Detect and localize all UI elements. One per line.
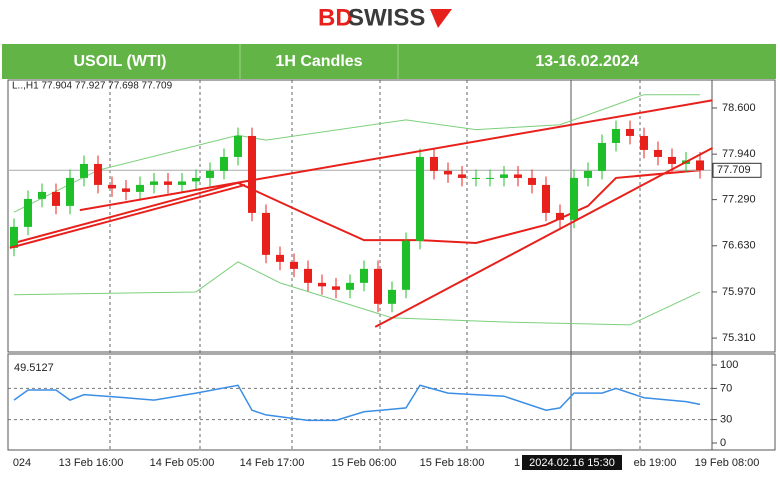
logo-swiss: SWISS <box>348 4 425 31</box>
trendline <box>79 99 713 212</box>
crosshair-label: 2024.02.16 15:30 <box>529 457 615 469</box>
candle-body <box>430 156 438 171</box>
timeframe: 1H Candles <box>275 53 362 70</box>
candle-body <box>234 135 242 157</box>
symbol: USOIL (WTI) <box>73 53 166 70</box>
candle-body <box>486 177 494 179</box>
x-tick-label: eb 19:00 <box>634 457 677 469</box>
logo-mark <box>430 9 452 28</box>
y-tick-label: 30 <box>720 414 732 426</box>
candle-body <box>290 261 298 269</box>
candle-body <box>528 177 536 185</box>
x-tick-label: 024 <box>13 457 31 469</box>
y-tick-label: 100 <box>720 359 738 371</box>
candle-body <box>136 184 144 192</box>
candle-body <box>10 226 18 248</box>
rsi-label: 49.5127 <box>14 362 54 374</box>
candle-body <box>374 268 382 304</box>
crosshair-label-box <box>522 455 622 470</box>
y-tick-label: 0 <box>720 437 726 449</box>
candle-body <box>514 174 522 178</box>
candle-body <box>444 170 452 175</box>
candle-body <box>570 177 578 220</box>
candle-body <box>696 160 704 171</box>
candle-body <box>276 254 284 262</box>
candle-body <box>556 212 564 220</box>
candle-body <box>416 156 424 241</box>
y-tick-label: 77.940 <box>722 148 756 160</box>
candle-body <box>542 184 550 213</box>
candle-body <box>108 184 116 189</box>
rsi-line <box>13 384 701 422</box>
candle-body <box>668 156 676 164</box>
y-tick-label: 76.630 <box>722 240 756 252</box>
candle-body <box>262 212 270 255</box>
price-label: 77.709 <box>717 164 751 176</box>
candle-body <box>402 240 410 290</box>
candle-body <box>640 135 648 150</box>
candle-body <box>500 174 508 178</box>
candle-body <box>612 128 620 143</box>
header-bar <box>2 44 776 79</box>
candle-body <box>346 282 354 290</box>
price-frame <box>7 79 776 353</box>
candle-body <box>80 163 88 178</box>
candle-body <box>304 268 312 283</box>
candle-body <box>52 191 60 206</box>
info-line: L..,H1 77.904 77.927 77.698 77.709 <box>12 81 173 92</box>
x-tick-label: 19 Feb 08:00 <box>695 457 760 469</box>
y-tick-label: 78.600 <box>722 102 756 114</box>
indicator-line <box>13 261 701 326</box>
candle-body <box>598 142 606 171</box>
x-tick-label: 13 Feb 16:00 <box>59 457 124 469</box>
candle-body <box>220 156 228 171</box>
candle-body <box>24 198 32 227</box>
candle-body <box>388 289 396 304</box>
price-label-box <box>712 162 762 178</box>
candle-body <box>192 177 200 182</box>
candle-body <box>626 128 634 136</box>
x-tick-label: 14 Feb 05:00 <box>150 457 215 469</box>
x-tick-label: 1 <box>514 457 520 469</box>
candle-body <box>94 163 102 185</box>
candle-body <box>248 135 256 213</box>
rsi-frame <box>7 353 776 451</box>
indicator-line <box>13 169 701 244</box>
candle-body <box>318 282 326 287</box>
y-tick-label: 75.310 <box>722 332 756 344</box>
candle-body <box>472 177 480 179</box>
candle-body <box>360 268 368 283</box>
candle-body <box>654 149 662 157</box>
x-tick-label: 15 Feb 18:00 <box>420 457 485 469</box>
candle-body <box>584 170 592 178</box>
trendline <box>374 146 714 328</box>
y-tick-label: 70 <box>720 382 732 394</box>
candle-body <box>150 181 158 185</box>
logo-bd: BD <box>318 4 353 31</box>
y-tick-label: 75.970 <box>722 286 756 298</box>
indicator-line <box>13 94 700 213</box>
x-tick-label: 15 Feb 06:00 <box>332 457 397 469</box>
trendline <box>9 183 246 249</box>
dates: 13-16.02.2024 <box>535 53 638 70</box>
candle-body <box>332 286 340 290</box>
candle-body <box>122 188 130 192</box>
candle-body <box>164 181 172 185</box>
candle-body <box>178 181 186 185</box>
candle-body <box>66 177 74 206</box>
candle-body <box>38 191 46 199</box>
candle-body <box>458 174 466 178</box>
y-tick-label: 77.290 <box>722 194 756 206</box>
candle-body <box>206 170 214 178</box>
x-tick-label: 14 Feb 17:00 <box>240 457 305 469</box>
